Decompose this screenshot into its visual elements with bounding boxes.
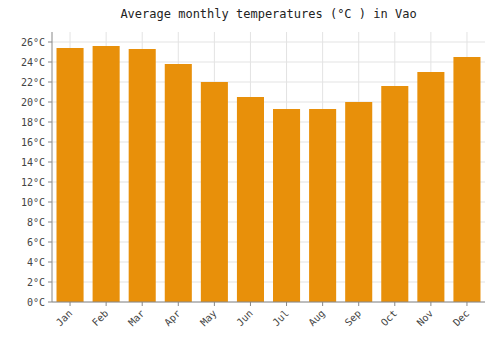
y-tick-label: 16°C — [21, 137, 45, 148]
y-tick-label: 18°C — [21, 117, 45, 128]
x-tick — [322, 302, 323, 306]
x-tick-label: Dec — [451, 308, 472, 329]
y-tick — [48, 62, 52, 63]
y-tick — [48, 182, 52, 183]
y-tick — [48, 142, 52, 143]
y-tick-label: 2°C — [27, 277, 45, 288]
bar — [417, 72, 444, 302]
y-tick-label: 14°C — [21, 157, 45, 168]
x-tick — [250, 302, 251, 306]
y-axis-line — [52, 32, 53, 302]
x-tick — [70, 302, 71, 306]
x-tick-label: Jan — [54, 308, 75, 329]
x-tick — [394, 302, 395, 306]
bar — [165, 64, 192, 302]
x-tick — [466, 302, 467, 306]
y-tick-label: 8°C — [27, 217, 45, 228]
y-tick-label: 24°C — [21, 57, 45, 68]
bar — [309, 109, 336, 302]
y-grid-line — [52, 302, 485, 303]
bar — [345, 102, 372, 302]
x-tick — [178, 302, 179, 306]
y-grid-line — [52, 42, 485, 43]
y-tick — [48, 302, 52, 303]
y-tick-label: 12°C — [21, 177, 45, 188]
x-tick-label: Aug — [306, 308, 327, 329]
bars — [57, 46, 481, 302]
y-tick — [48, 262, 52, 263]
x-tick-label: Sep — [343, 308, 364, 329]
y-tick — [48, 202, 52, 203]
y-tick-label: 10°C — [21, 197, 45, 208]
y-tick — [48, 122, 52, 123]
bar — [453, 57, 480, 302]
x-tick-label: Nov — [415, 308, 436, 329]
x-tick — [142, 302, 143, 306]
x-tick-label: May — [198, 308, 219, 329]
y-tick — [48, 82, 52, 83]
x-tick-label: Mar — [126, 308, 147, 329]
y-tick — [48, 282, 52, 283]
x-tick-label: Oct — [379, 308, 400, 329]
grid — [52, 32, 485, 302]
bar — [273, 109, 300, 302]
y-tick — [48, 242, 52, 243]
y-tick-label: 26°C — [21, 37, 45, 48]
x-tick — [106, 302, 107, 306]
x-axis-line — [52, 302, 485, 303]
y-tick — [48, 102, 52, 103]
y-tick-label: 22°C — [21, 77, 45, 88]
y-tick — [48, 162, 52, 163]
x-tick — [430, 302, 431, 306]
bar — [201, 82, 228, 302]
x-tick — [286, 302, 287, 306]
title: Average monthly temperatures (°C ) in Va… — [120, 7, 416, 21]
y-tick-label: 20°C — [21, 97, 45, 108]
y-tick-label: 0°C — [27, 297, 45, 308]
bar — [129, 49, 156, 302]
bar — [57, 48, 84, 302]
bar — [237, 97, 264, 302]
y-tick — [48, 42, 52, 43]
x-tick — [358, 302, 359, 306]
y-tick-label: 4°C — [27, 257, 45, 268]
y-tick — [48, 222, 52, 223]
y-tick-label: 6°C — [27, 237, 45, 248]
bar — [381, 86, 408, 302]
x-tick-label: Apr — [162, 308, 183, 329]
chart: Average monthly temperatures (°C ) in Va… — [0, 0, 500, 350]
x-tick-label: Jul — [270, 308, 291, 329]
bar — [93, 46, 120, 302]
x-tick — [214, 302, 215, 306]
x-tick-label: Feb — [90, 308, 111, 329]
x-tick-label: Jun — [234, 308, 255, 329]
